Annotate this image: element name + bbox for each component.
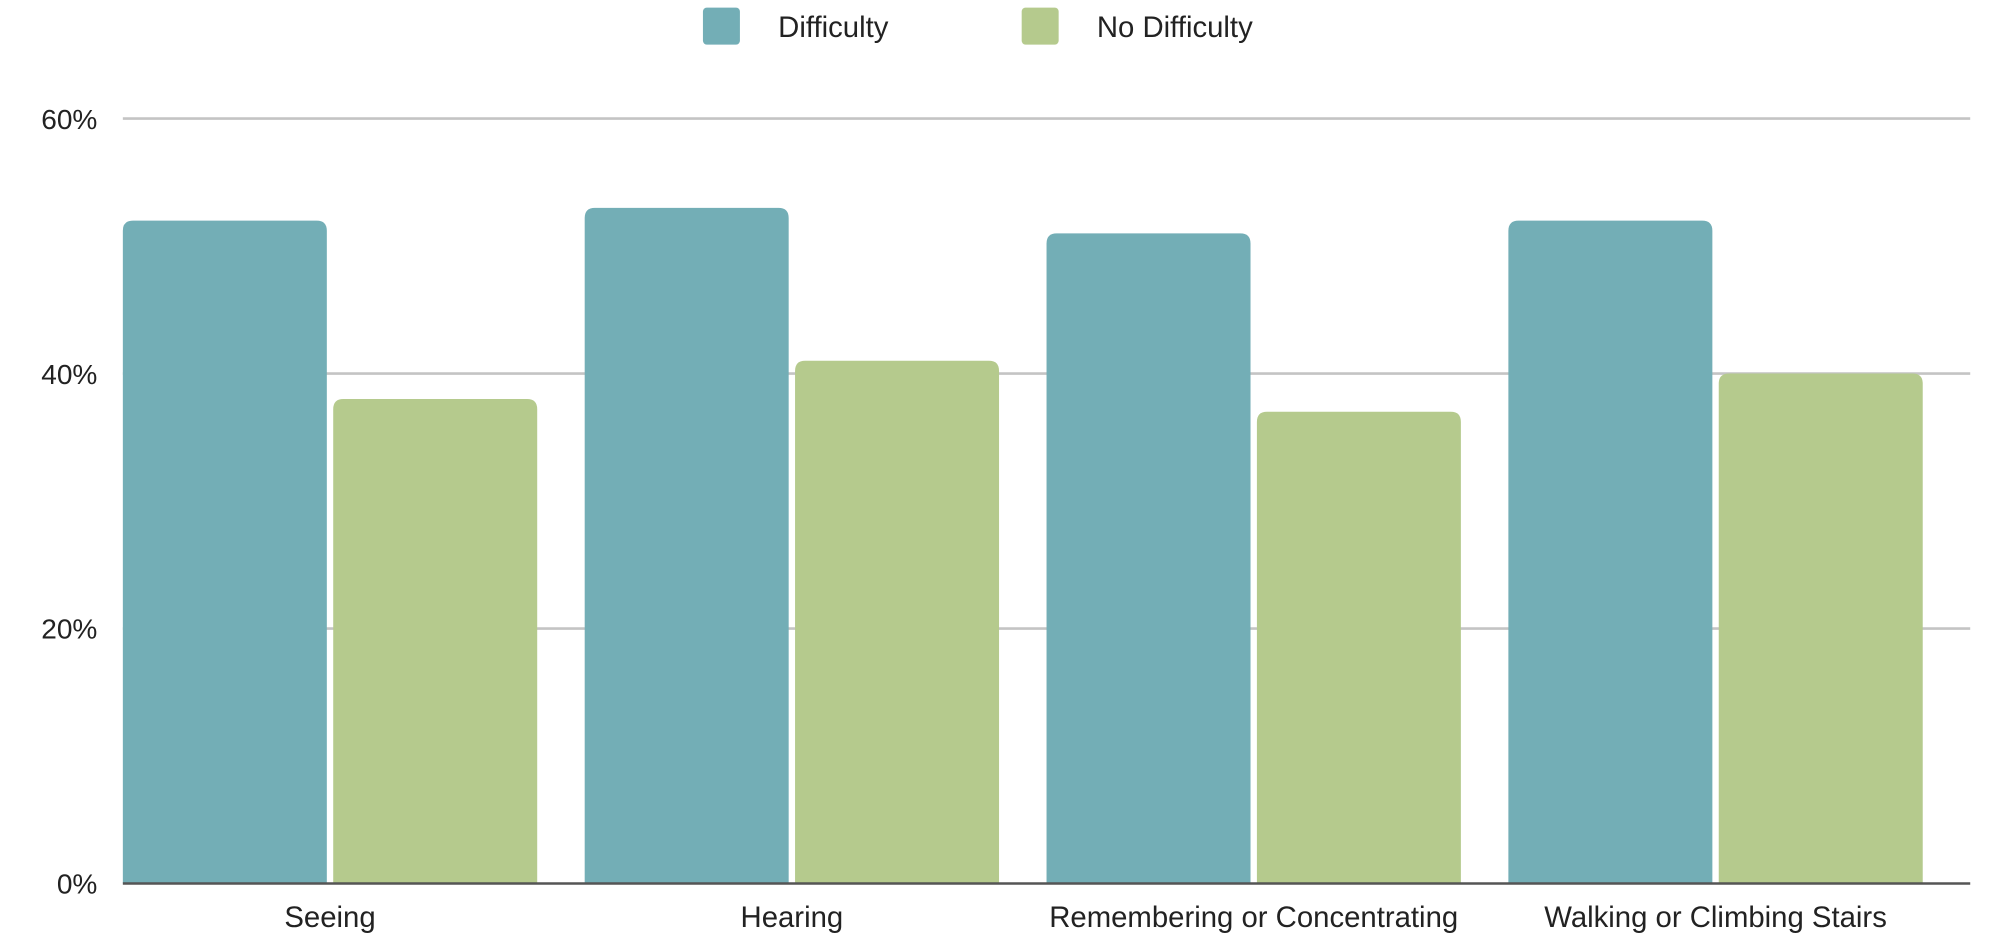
legend-label: Difficulty xyxy=(778,11,889,44)
bar-no-difficulty-remembering-or-concentrating xyxy=(1256,411,1461,884)
bar-difficulty-walking-or-climbing-stairs xyxy=(1508,220,1713,884)
bar-difficulty-seeing xyxy=(122,220,327,884)
bars xyxy=(122,207,1923,884)
y-tick-label: 60% xyxy=(41,104,97,135)
bar-difficulty-hearing xyxy=(584,207,789,884)
legend-label: No Difficulty xyxy=(1097,11,1253,44)
x-tick-label: Remembering or Concentrating xyxy=(1049,901,1458,934)
x-tick-label: Walking or Climbing Stairs xyxy=(1544,901,1887,934)
y-tick-label: 20% xyxy=(41,614,97,645)
legend: Difficulty No Difficulty xyxy=(702,7,1253,45)
y-tick-label: 40% xyxy=(41,359,97,390)
x-axis: Seeing Hearing Remembering or Concentratin… xyxy=(122,882,1971,934)
legend-swatch xyxy=(1021,7,1059,45)
x-tick-label: Hearing xyxy=(741,901,844,934)
bar-difficulty-remembering-or-concentrating xyxy=(1046,233,1251,884)
bar-no-difficulty-seeing xyxy=(333,399,538,884)
x-tick-label: Seeing xyxy=(284,901,375,934)
bar-no-difficulty-walking-or-climbing-stairs xyxy=(1718,373,1923,884)
y-tick-label: 0% xyxy=(57,869,98,900)
bar-no-difficulty-hearing xyxy=(795,360,1000,884)
legend-swatch xyxy=(702,7,740,45)
y-axis: 0% 20% 40% 60% xyxy=(41,104,97,900)
